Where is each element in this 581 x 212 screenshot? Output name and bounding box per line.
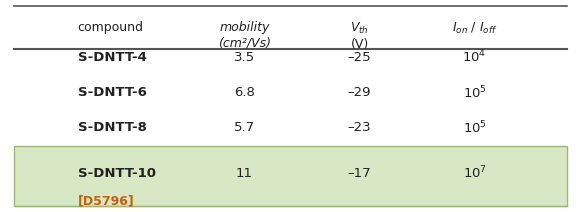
Text: compound: compound — [78, 21, 144, 34]
Text: –17: –17 — [348, 167, 371, 180]
Text: S-DNTT-4: S-DNTT-4 — [78, 51, 146, 64]
Text: [D5796]: [D5796] — [78, 194, 134, 208]
Text: mobility
(cm²/Vs): mobility (cm²/Vs) — [218, 21, 271, 49]
Text: $\mathit{V}_{th}$
(V): $\mathit{V}_{th}$ (V) — [350, 21, 369, 52]
Text: 11: 11 — [236, 167, 253, 180]
Text: 10$^{4}$: 10$^{4}$ — [462, 49, 487, 66]
Text: 10$^{7}$: 10$^{7}$ — [462, 165, 487, 181]
Text: 6.8: 6.8 — [234, 86, 255, 99]
Text: 10$^{5}$: 10$^{5}$ — [462, 84, 487, 101]
Text: 3.5: 3.5 — [234, 51, 255, 64]
Text: S-DNTT-10: S-DNTT-10 — [78, 167, 156, 180]
Text: –25: –25 — [348, 51, 371, 64]
Text: –29: –29 — [348, 86, 371, 99]
Text: 10$^{5}$: 10$^{5}$ — [462, 119, 487, 136]
Text: –23: –23 — [348, 121, 371, 134]
FancyBboxPatch shape — [15, 146, 566, 206]
Text: S-DNTT-8: S-DNTT-8 — [78, 121, 146, 134]
Text: S-DNTT-6: S-DNTT-6 — [78, 86, 146, 99]
Text: $\mathit{I}_{on}$ / $\mathit{I}_{off}$: $\mathit{I}_{on}$ / $\mathit{I}_{off}$ — [452, 21, 497, 36]
Text: 5.7: 5.7 — [234, 121, 255, 134]
